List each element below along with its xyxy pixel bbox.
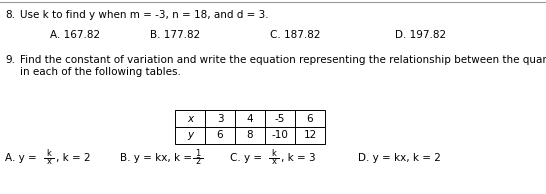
Text: B. y = kx, k =: B. y = kx, k = bbox=[120, 153, 192, 163]
Text: k: k bbox=[271, 150, 276, 158]
Text: C. y =: C. y = bbox=[230, 153, 262, 163]
Text: 12: 12 bbox=[304, 131, 317, 140]
Text: 8.: 8. bbox=[5, 10, 15, 20]
Text: x: x bbox=[271, 158, 276, 166]
Text: 3: 3 bbox=[217, 113, 223, 124]
Text: B. 177.82: B. 177.82 bbox=[150, 30, 200, 40]
Bar bbox=[265, 127, 295, 144]
Text: A. y =: A. y = bbox=[5, 153, 37, 163]
Text: D. 197.82: D. 197.82 bbox=[395, 30, 446, 40]
Text: y: y bbox=[187, 131, 193, 140]
Text: k: k bbox=[46, 150, 51, 158]
Text: Find the constant of variation and write the equation representing the relations: Find the constant of variation and write… bbox=[20, 55, 546, 65]
Text: A. 167.82: A. 167.82 bbox=[50, 30, 100, 40]
Text: in each of the following tables.: in each of the following tables. bbox=[20, 67, 181, 77]
Text: Use k to find y when m = -3, n = 18, and d = 3.: Use k to find y when m = -3, n = 18, and… bbox=[20, 10, 269, 20]
Bar bbox=[205, 110, 235, 127]
Text: 8: 8 bbox=[247, 131, 253, 140]
Bar bbox=[175, 127, 205, 144]
Text: 4: 4 bbox=[247, 113, 253, 124]
Bar bbox=[235, 127, 265, 144]
Text: , k = 2: , k = 2 bbox=[56, 153, 91, 163]
Bar bbox=[175, 110, 205, 127]
Text: x: x bbox=[187, 113, 193, 124]
Bar bbox=[205, 127, 235, 144]
Bar bbox=[295, 110, 325, 127]
Text: 6: 6 bbox=[307, 113, 313, 124]
Bar bbox=[295, 127, 325, 144]
Text: , k = 3: , k = 3 bbox=[281, 153, 316, 163]
Text: C. 187.82: C. 187.82 bbox=[270, 30, 321, 40]
Text: 2: 2 bbox=[195, 158, 200, 166]
Text: -10: -10 bbox=[271, 131, 288, 140]
Text: 1: 1 bbox=[195, 150, 200, 158]
Text: -5: -5 bbox=[275, 113, 285, 124]
Text: 9.: 9. bbox=[5, 55, 15, 65]
Text: 6: 6 bbox=[217, 131, 223, 140]
Bar bbox=[235, 110, 265, 127]
Text: x: x bbox=[46, 158, 51, 166]
Bar bbox=[265, 110, 295, 127]
Text: D. y = kx, k = 2: D. y = kx, k = 2 bbox=[358, 153, 441, 163]
